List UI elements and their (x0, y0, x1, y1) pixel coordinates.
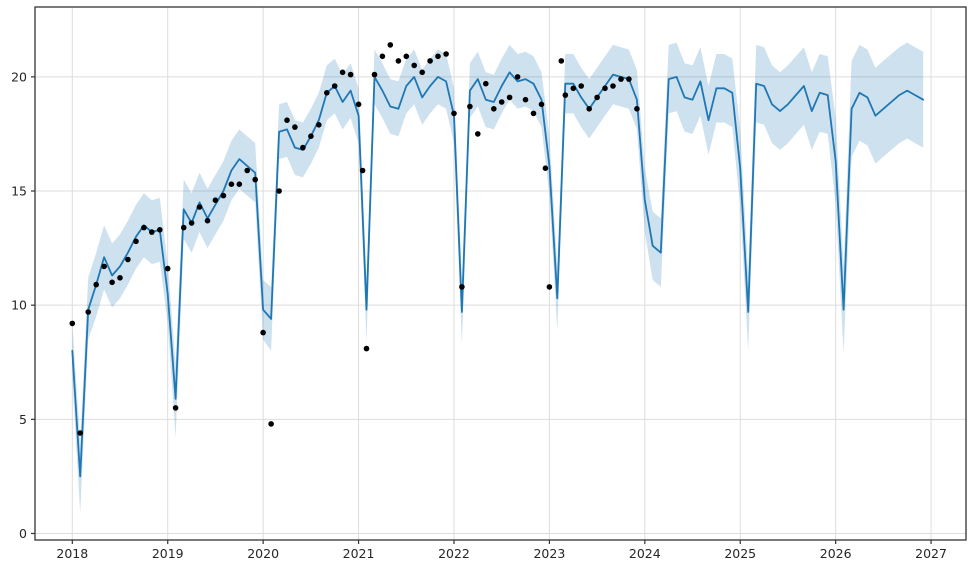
observation-dot (363, 345, 370, 352)
observation-dot (347, 71, 354, 78)
observation-dot (308, 133, 314, 139)
observation-dot (498, 99, 505, 105)
grid-lines (35, 7, 966, 540)
observation-dot (355, 101, 362, 108)
x-tick-label: 2024 (629, 546, 661, 561)
observation-dot (586, 106, 592, 112)
observation-dot (435, 53, 441, 60)
x-tick-label: 2022 (438, 546, 470, 561)
observation-dot (403, 53, 410, 60)
observation-dot (419, 69, 426, 76)
observation-dot (626, 76, 632, 82)
observation-dot (451, 110, 457, 117)
observation-dot (570, 85, 577, 92)
observation-dot (284, 117, 290, 123)
observation-dot (379, 53, 386, 60)
observation-dot (133, 238, 139, 245)
x-tick-label: 2021 (343, 546, 375, 561)
observation-dot (542, 165, 549, 171)
y-tick-label: 10 (11, 298, 27, 313)
observation-dot (475, 131, 481, 137)
observation-dot (562, 92, 569, 98)
observation-dot (339, 69, 346, 76)
observation-dot (109, 279, 115, 286)
observation-dot (236, 181, 243, 187)
observation-dot (324, 90, 330, 96)
observation-dot (149, 229, 155, 235)
observation-dot (558, 58, 565, 64)
observation-dot (411, 62, 418, 69)
observation-dot (443, 51, 449, 57)
observation-dot (618, 76, 624, 82)
observation-dot (157, 227, 163, 233)
axes-ticks-and-labels: 2018 2019 2020 2021 2022 2023 2024 2025 2026 2027… (11, 69, 947, 561)
observation-dot (514, 74, 521, 80)
observation-dot (610, 83, 616, 89)
x-tick-label: 2026 (820, 546, 852, 561)
x-tick-label: 2018 (56, 546, 88, 561)
y-tick-label: 5 (19, 412, 27, 427)
observation-dot (172, 405, 179, 411)
observation-dot (300, 144, 306, 151)
observation-dot (427, 58, 433, 64)
observation-dot (578, 83, 584, 89)
observation-dot (125, 256, 131, 263)
observation-dot (483, 80, 489, 87)
observation-dot (85, 309, 91, 315)
observation-dot (268, 421, 274, 427)
plot-border (34, 6, 967, 541)
observation-dot (196, 204, 203, 210)
observation-dot (260, 329, 266, 336)
observation-dot (77, 430, 83, 436)
observation-dot (316, 122, 322, 128)
forecast-line (71, 71, 925, 478)
observation-dot (371, 71, 378, 78)
observation-dot (530, 110, 537, 117)
x-tick-label: 2020 (247, 546, 279, 561)
observation-dot (387, 42, 394, 48)
observation-dot (180, 224, 187, 231)
observation-dot (220, 192, 227, 199)
observation-dots (69, 42, 640, 436)
observation-dot (506, 94, 513, 101)
x-tick-label: 2019 (152, 546, 184, 561)
observation-dot (634, 106, 640, 112)
observation-dot (252, 176, 258, 183)
observation-dot (331, 83, 338, 89)
observation-dot (602, 85, 608, 92)
observation-dot (93, 281, 99, 288)
y-tick-label: 20 (11, 69, 27, 84)
observation-dot (212, 197, 219, 203)
observation-dot (244, 167, 250, 174)
observation-dot (276, 188, 282, 194)
y-tick-label: 0 (19, 526, 27, 541)
observation-dot (491, 106, 497, 112)
observation-dot (101, 263, 107, 270)
observation-dot (164, 265, 171, 272)
observation-dot (538, 101, 545, 108)
observation-dot (228, 181, 235, 187)
observation-dot (188, 220, 195, 226)
observation-dot (522, 96, 529, 103)
observation-dot (141, 224, 147, 231)
observation-dot (292, 124, 298, 130)
observation-dot (69, 320, 76, 327)
x-tick-label: 2023 (533, 546, 565, 561)
observation-dot (359, 167, 366, 174)
observation-dot (546, 284, 553, 290)
observation-dot (467, 103, 473, 110)
x-tick-label: 2027 (915, 546, 947, 561)
observation-dot (459, 284, 465, 290)
observation-dot (395, 58, 402, 64)
observation-dot (117, 275, 123, 281)
x-tick-label: 2025 (724, 546, 756, 561)
observation-dot (594, 94, 600, 101)
observation-dot (204, 217, 211, 224)
y-tick-label: 15 (11, 184, 27, 199)
